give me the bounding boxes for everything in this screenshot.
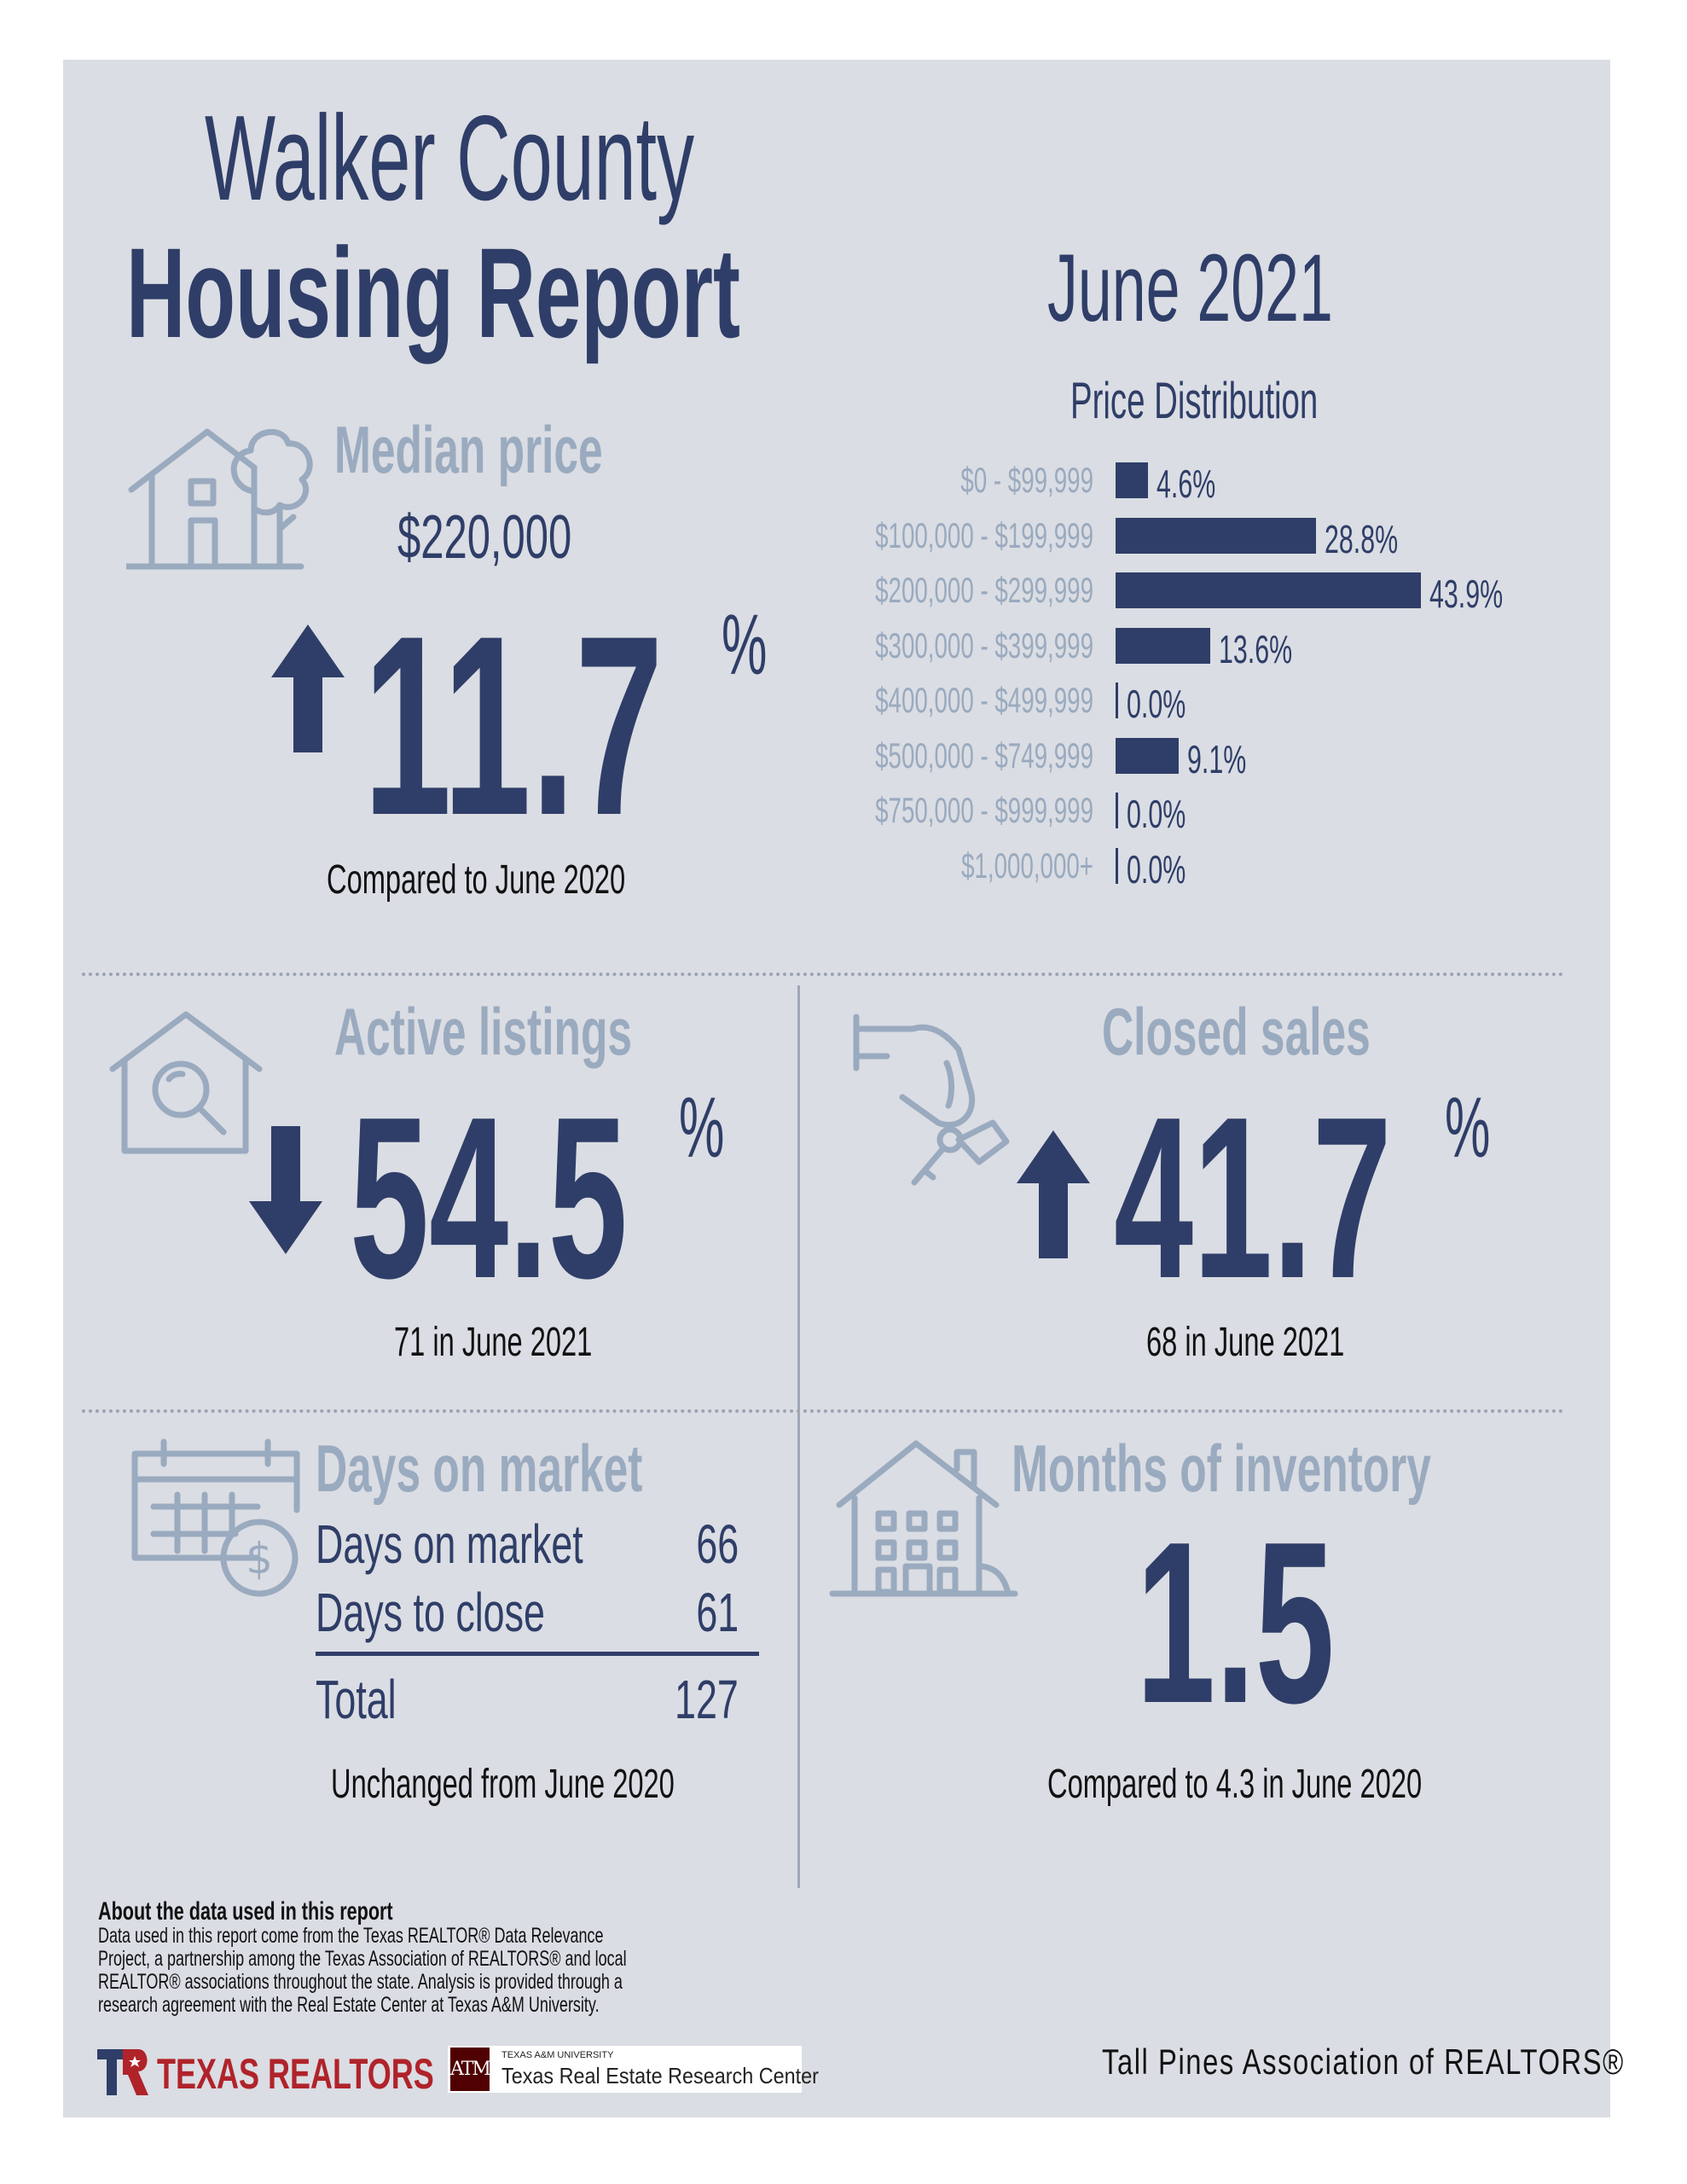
price-bucket-bar	[1116, 682, 1118, 718]
total-value: 127	[675, 1669, 739, 1730]
price-bucket-value: 4.6%	[1157, 462, 1216, 506]
closed-sales-caption: 68 in June 2021	[1146, 1320, 1345, 1365]
price-bucket-label: $300,000 - $399,999	[875, 625, 1093, 665]
tamu-logo	[448, 2046, 802, 2093]
divider-middle	[82, 1409, 1564, 1413]
price-bucket-label: $100,000 - $199,999	[875, 515, 1093, 555]
closed-sales-change: 41.7	[1114, 1070, 1392, 1327]
total-label: Total	[316, 1669, 397, 1730]
price-bucket-value: 0.0%	[1127, 847, 1186, 892]
association-name: Tall Pines Association of REALTORS®	[1102, 2042, 1625, 2082]
tamu-small-label: TEXAS A&M UNIVERSITY	[501, 2050, 614, 2060]
texas-realtors-label: TEXAS REALTORS	[157, 2050, 434, 2098]
months-inventory-title: Months of inventory	[1012, 1431, 1431, 1506]
hand-keys-icon	[853, 1014, 1010, 1186]
calendar-dollar-icon: $	[131, 1438, 300, 1597]
days-on-market-caption: Unchanged from June 2020	[331, 1762, 675, 1807]
about-heading: About the data used in this report	[98, 1897, 393, 1926]
apartment-building-icon	[829, 1440, 1018, 1597]
title-report: Housing Report	[126, 221, 740, 364]
median-price-value: $220,000	[397, 503, 572, 572]
total-rule	[316, 1652, 759, 1656]
months-inventory-value: 1.5	[1136, 1495, 1335, 1751]
median-percent-sign: %	[722, 597, 768, 693]
price-bucket-bar	[1116, 518, 1316, 554]
price-bucket-label: $400,000 - $499,999	[875, 680, 1093, 720]
texas-realtors-logo-icon	[97, 2049, 148, 2095]
active-listings-title: Active listings	[334, 994, 633, 1069]
tamu-center-label: Texas Real Estate Research Center	[501, 2063, 819, 2088]
price-bucket-label: $1,000,000+	[961, 845, 1093, 886]
price-bucket-label: $200,000 - $299,999	[875, 570, 1093, 610]
arrow-up-icon	[271, 624, 345, 752]
price-bucket-bar	[1116, 848, 1118, 884]
about-body: Data used in this report come from the T…	[98, 1924, 627, 2017]
house-search-icon	[109, 1011, 263, 1154]
price-bucket-value: 13.6%	[1219, 627, 1293, 671]
dtc-row-value: 61	[696, 1582, 739, 1643]
closed-sales-title: Closed sales	[1102, 994, 1371, 1069]
price-bucket-value: 28.8%	[1325, 517, 1399, 561]
price-bucket-value: 0.0%	[1127, 792, 1186, 836]
price-bucket-bar	[1116, 793, 1118, 828]
divider-vertical	[797, 985, 800, 1888]
price-bucket-label: $500,000 - $749,999	[875, 735, 1093, 775]
active-listings-change: 54.5	[350, 1070, 628, 1327]
closed-percent-sign: %	[1445, 1080, 1491, 1176]
price-bucket-label: $750,000 - $999,999	[875, 790, 1093, 830]
price-bucket-bar	[1116, 462, 1148, 498]
price-bucket-bar	[1116, 628, 1210, 664]
price-bucket-value: 0.0%	[1127, 682, 1186, 726]
price-bucket-bar	[1116, 738, 1179, 774]
median-price-change: 11.7	[363, 582, 664, 868]
dom-row-label: Days on market	[316, 1513, 583, 1575]
days-on-market-title: Days on market	[316, 1431, 643, 1506]
price-bucket-value: 43.9%	[1429, 572, 1504, 616]
months-inventory-caption: Compared to 4.3 in June 2020	[1047, 1762, 1423, 1807]
price-distribution-title: Price Distribution	[1070, 372, 1319, 429]
price-bucket-label: $0 - $99,999	[960, 460, 1093, 500]
active-percent-sign: %	[679, 1080, 725, 1176]
dom-row-value: 66	[696, 1513, 739, 1575]
title-county: Walker County	[205, 90, 695, 226]
price-bucket-bar	[1116, 572, 1421, 608]
price-bucket-value: 9.1%	[1187, 737, 1247, 781]
report-month: June 2021	[1047, 235, 1333, 341]
divider-top	[82, 973, 1564, 976]
arrow-up-icon	[1017, 1130, 1090, 1258]
tamu-mark-icon: ATM	[450, 2048, 491, 2091]
report-panel	[63, 60, 1610, 2117]
arrow-down-icon	[249, 1126, 322, 1254]
dtc-row-label: Days to close	[316, 1582, 545, 1643]
median-comparison: Compared to June 2020	[327, 857, 626, 903]
active-listings-caption: 71 in June 2021	[394, 1320, 593, 1365]
median-price-title: Median price	[334, 412, 603, 487]
house-tree-icon	[126, 428, 313, 570]
svg-text:$: $	[246, 1534, 273, 1583]
